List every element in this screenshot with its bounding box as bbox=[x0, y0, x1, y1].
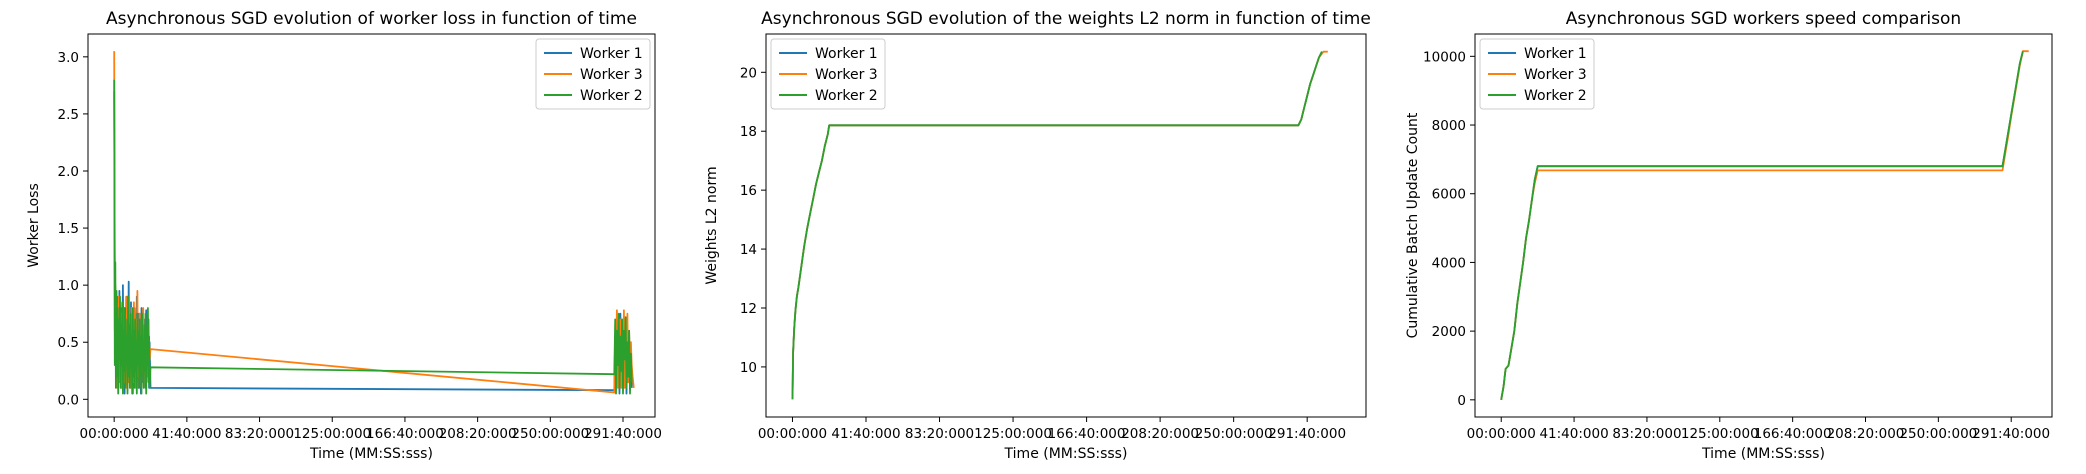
legend-box bbox=[770, 38, 886, 110]
y-tick-label: 18 bbox=[740, 124, 757, 140]
y-tick-label: 4000 bbox=[1432, 255, 1466, 271]
series-group bbox=[791, 50, 1328, 400]
x-tick-label: 41:40:000 bbox=[152, 426, 221, 442]
y-tick-label: 20 bbox=[740, 65, 757, 81]
x-axis-label: Time (MM:SS:sss) bbox=[1004, 446, 1128, 462]
legend-box bbox=[535, 38, 651, 110]
chart-title: Asynchronous SGD evolution of the weight… bbox=[761, 9, 1371, 29]
x-tick-label: 00:00:000 bbox=[80, 426, 149, 442]
x-tick-label: 291:40:000 bbox=[584, 426, 662, 442]
x-tick-label: 250:00:000 bbox=[1899, 426, 1977, 442]
x-tick-label: 00:00:000 bbox=[1467, 426, 1536, 442]
series-group bbox=[113, 51, 635, 395]
series-line-worker-1 bbox=[113, 91, 633, 395]
y-tick-label: 14 bbox=[740, 242, 757, 258]
legend-entry: Worker 1 bbox=[1524, 46, 1587, 62]
x-tick-label: 291:40:000 bbox=[1268, 426, 1346, 442]
x-tick-label: 166:40:000 bbox=[366, 426, 444, 442]
x-tick-label: 41:40:000 bbox=[1539, 426, 1608, 442]
y-tick-label: 12 bbox=[740, 301, 757, 317]
legend: Worker 1 Worker 3 Worker 2 bbox=[1479, 38, 1595, 110]
x-tick-label: 208:20:000 bbox=[1121, 426, 1199, 442]
x-tick-label: 41:40:000 bbox=[831, 426, 900, 442]
legend: Worker 1 Worker 3 Worker 2 bbox=[770, 38, 886, 110]
y-tick-label: 10 bbox=[740, 360, 757, 376]
series-group bbox=[1500, 50, 2029, 400]
y-tick-label: 8000 bbox=[1432, 118, 1466, 134]
chart-workers-speed: Asynchronous SGD workers speed compariso… bbox=[1405, 9, 2053, 462]
y-tick-label: 2.0 bbox=[58, 164, 79, 180]
x-tick-label: 291:40:000 bbox=[1972, 426, 2050, 442]
y-tick-label: 3.0 bbox=[58, 50, 79, 66]
legend-entry: Worker 2 bbox=[580, 88, 643, 104]
plot-frame bbox=[765, 33, 1367, 418]
legend-entry: Worker 2 bbox=[815, 88, 878, 104]
chart-title: Asynchronous SGD evolution of worker los… bbox=[106, 9, 637, 29]
y-tick-label: 10000 bbox=[1423, 49, 1466, 65]
y-axis-label: Worker Loss bbox=[26, 183, 42, 267]
y-tick-label: 2.5 bbox=[58, 107, 79, 123]
y-axis-label: Cumulative Batch Update Count bbox=[1405, 112, 1421, 338]
x-tick-label: 208:20:000 bbox=[1827, 426, 1905, 442]
legend-entry: Worker 1 bbox=[815, 46, 878, 62]
legend-entry: Worker 3 bbox=[1524, 67, 1587, 83]
x-axis-label: Time (MM:SS:sss) bbox=[309, 446, 433, 462]
x-tick-label: 250:00:000 bbox=[511, 426, 589, 442]
y-tick-label: 16 bbox=[740, 183, 757, 199]
x-tick-label: 125:00:000 bbox=[293, 426, 371, 442]
chart-title: Asynchronous SGD workers speed compariso… bbox=[1566, 9, 1961, 29]
chart-worker-loss: Asynchronous SGD evolution of worker los… bbox=[26, 9, 662, 462]
series-line-worker-2 bbox=[791, 51, 1323, 400]
y-tick-label: 0.5 bbox=[58, 335, 79, 351]
y-tick-label: 0.0 bbox=[58, 392, 79, 408]
x-tick-label: 166:40:000 bbox=[1754, 426, 1832, 442]
x-tick-label: 250:00:000 bbox=[1195, 426, 1273, 442]
x-tick-label: 83:20:000 bbox=[905, 426, 974, 442]
x-tick-label: 00:00:000 bbox=[758, 426, 827, 442]
x-tick-label: 166:40:000 bbox=[1048, 426, 1126, 442]
x-tick-label: 125:00:000 bbox=[974, 426, 1052, 442]
series-line-worker-2 bbox=[1500, 50, 2024, 400]
plot-frame bbox=[87, 33, 656, 418]
legend-box bbox=[1479, 38, 1595, 110]
y-tick-label: 0 bbox=[1457, 393, 1466, 409]
x-axis-label: Time (MM:SS:sss) bbox=[1701, 446, 1825, 462]
legend-entry: Worker 2 bbox=[1524, 88, 1587, 104]
y-tick-label: 6000 bbox=[1432, 187, 1466, 203]
legend-entry: Worker 3 bbox=[815, 67, 878, 83]
y-tick-label: 2000 bbox=[1432, 324, 1466, 340]
x-tick-label: 83:20:000 bbox=[1612, 426, 1681, 442]
y-tick-label: 1.5 bbox=[58, 221, 79, 237]
x-tick-label: 83:20:000 bbox=[225, 426, 294, 442]
y-tick-label: 1.0 bbox=[58, 278, 79, 294]
legend: Worker 1 Worker 3 Worker 2 bbox=[535, 38, 651, 110]
x-tick-label: 208:20:000 bbox=[439, 426, 517, 442]
chart-weights-l2-norm: Asynchronous SGD evolution of the weight… bbox=[704, 9, 1371, 462]
legend-entry: Worker 3 bbox=[580, 67, 643, 83]
x-tick-label: 125:00:000 bbox=[1681, 426, 1759, 442]
plot-frame bbox=[1474, 33, 2053, 418]
y-axis-label: Weights L2 norm bbox=[704, 166, 720, 284]
legend-entry: Worker 1 bbox=[580, 46, 643, 62]
series-line-worker-2 bbox=[113, 79, 633, 395]
